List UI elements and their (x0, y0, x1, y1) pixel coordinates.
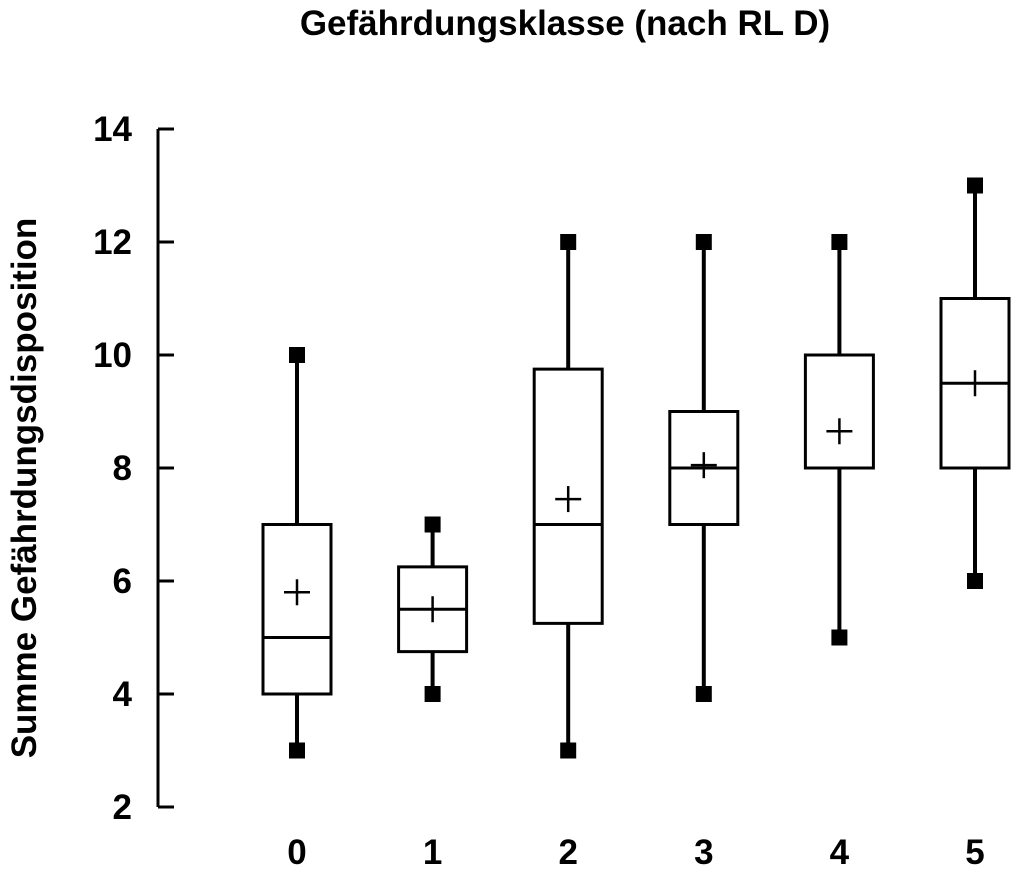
max-marker (695, 234, 712, 250)
y-tick-label: 2 (113, 788, 132, 827)
box-1 (397, 516, 469, 702)
y-tick-label: 6 (113, 562, 132, 601)
mean-marker (284, 579, 310, 606)
x-tick-label: 4 (830, 833, 850, 872)
box-iqr (803, 353, 875, 470)
x-tick-label: 2 (558, 833, 577, 872)
min-marker (831, 629, 848, 646)
box-2 (532, 234, 604, 759)
box-3 (668, 234, 740, 702)
y-tick-label: 10 (93, 336, 132, 375)
box-0 (261, 347, 333, 759)
min-marker (560, 742, 577, 759)
x-tick-label: 1 (423, 833, 442, 872)
max-marker (560, 234, 577, 250)
y-tick-label: 4 (113, 675, 133, 714)
x-tick-labels: 0 1 2 3 4 5 (287, 833, 984, 872)
max-marker (831, 234, 848, 250)
chart-title: Gefährdungsklasse (nach RL D) (300, 4, 830, 43)
max-marker (289, 347, 305, 363)
box-4 (803, 234, 875, 646)
boxes-group (261, 177, 1011, 759)
y-tick-label: 12 (93, 223, 132, 262)
x-tick-label: 3 (694, 833, 713, 872)
box-iqr (261, 523, 333, 696)
min-marker (695, 686, 712, 702)
x-tick-label: 5 (965, 833, 984, 872)
max-marker (424, 516, 441, 533)
max-marker (967, 177, 983, 194)
axes: 2 4 6 8 10 12 14 (93, 110, 174, 827)
y-axis-label: Summe Gefährdungsdisposition (5, 218, 44, 759)
mean-marker (419, 596, 446, 623)
box-5 (939, 177, 1011, 589)
y-tick-label: 14 (93, 110, 132, 149)
min-marker (967, 573, 983, 589)
mean-marker (826, 418, 853, 445)
mean-marker (555, 486, 582, 513)
mean-marker (690, 452, 717, 479)
min-marker (289, 742, 305, 759)
min-marker (424, 686, 441, 702)
y-tick-label: 8 (113, 449, 132, 488)
x-tick-label: 0 (287, 833, 306, 872)
mean-marker (962, 370, 988, 397)
